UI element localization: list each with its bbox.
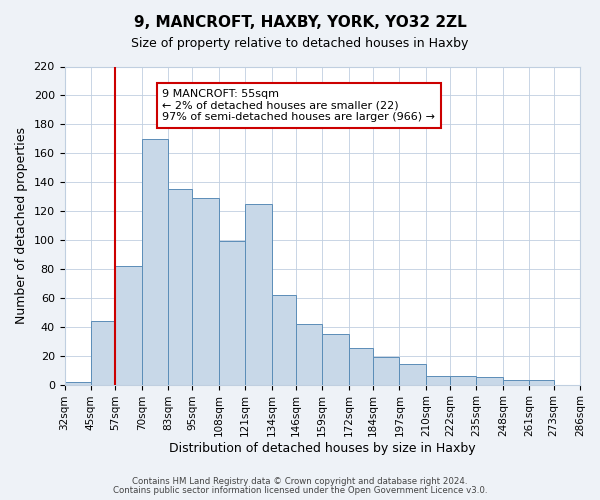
X-axis label: Distribution of detached houses by size in Haxby: Distribution of detached houses by size … [169,442,476,455]
Bar [65,382,91,384]
Bar [219,242,245,384]
Text: Contains HM Land Registry data © Crown copyright and database right 2024.: Contains HM Land Registry data © Crown c… [132,477,468,486]
Bar [91,321,115,384]
Text: 9, MANCROFT, HAXBY, YORK, YO32 2ZL: 9, MANCROFT, HAXBY, YORK, YO32 2ZL [134,15,466,30]
Bar [400,364,426,384]
Bar [450,376,476,384]
Bar [529,380,554,384]
Bar [373,357,400,384]
Bar [322,334,349,384]
Bar [245,204,272,384]
Bar [503,380,529,384]
Text: Size of property relative to detached houses in Haxby: Size of property relative to detached ho… [131,38,469,51]
Text: 9 MANCROFT: 55sqm
← 2% of detached houses are smaller (22)
97% of semi-detached : 9 MANCROFT: 55sqm ← 2% of detached house… [163,89,436,122]
Bar [142,139,168,384]
Bar [426,376,450,384]
Bar [168,190,193,384]
Bar [296,324,322,384]
Bar [272,295,296,384]
Bar [476,378,503,384]
Bar [115,266,142,384]
Y-axis label: Number of detached properties: Number of detached properties [15,127,28,324]
Bar [349,348,373,384]
Text: Contains public sector information licensed under the Open Government Licence v3: Contains public sector information licen… [113,486,487,495]
Bar [193,198,219,384]
